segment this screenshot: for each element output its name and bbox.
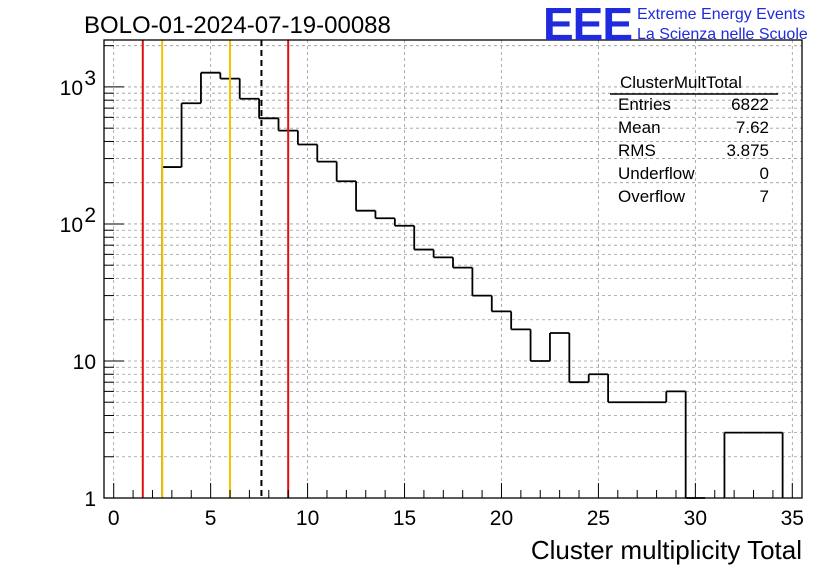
stats-label-entries: Entries bbox=[618, 95, 671, 114]
x-tick-label: 30 bbox=[684, 507, 707, 530]
plot-frame bbox=[103, 39, 803, 499]
stats-label-overflow: Overflow bbox=[618, 187, 686, 206]
eee-logo-mark: EEE bbox=[543, 0, 632, 50]
stats-label-rms: RMS bbox=[618, 141, 656, 160]
eee-logo: EEE Extreme Energy Events La Scienza nel… bbox=[543, 0, 808, 50]
stats-label-mean: Mean bbox=[618, 118, 661, 137]
stats-box: ClusterMultTotal Entries 6822 Mean 7.62 … bbox=[610, 73, 778, 206]
grid bbox=[104, 40, 802, 498]
x-tick-label: 15 bbox=[393, 507, 416, 530]
logo-line-1: Extreme Energy Events bbox=[637, 6, 805, 23]
stats-label-underflow: Underflow bbox=[618, 164, 695, 183]
y-tick-label: 1 bbox=[84, 488, 96, 511]
stats-value-mean: 7.62 bbox=[736, 118, 769, 137]
x-axis-title: Cluster multiplicity Total bbox=[531, 535, 802, 565]
marker-lines bbox=[141, 40, 290, 498]
y-tick-exponent: 3 bbox=[84, 67, 96, 90]
x-tick-label: 25 bbox=[587, 507, 610, 530]
x-tick-label: 0 bbox=[108, 507, 120, 530]
stats-value-rms: 3.875 bbox=[726, 141, 769, 160]
x-tick-label: 20 bbox=[490, 507, 513, 530]
y-tick-label: 10 bbox=[60, 214, 83, 237]
stats-value-entries: 6822 bbox=[731, 95, 769, 114]
stats-value-underflow: 0 bbox=[760, 164, 769, 183]
x-tick-label: 5 bbox=[205, 507, 217, 530]
stats-value-overflow: 7 bbox=[760, 187, 769, 206]
x-tick-label: 10 bbox=[296, 507, 319, 530]
logo-line-2: La Scienza nelle Scuole bbox=[637, 26, 808, 43]
x-tick-label: 35 bbox=[781, 507, 804, 530]
y-tick-exponent: 2 bbox=[84, 204, 96, 227]
stats-box-title: ClusterMultTotal bbox=[620, 73, 742, 92]
y-tick-label: 10 bbox=[60, 77, 83, 100]
y-tick-label: 10 bbox=[73, 351, 96, 374]
chart-title: BOLO-01-2024-07-19-00088 bbox=[84, 12, 391, 39]
